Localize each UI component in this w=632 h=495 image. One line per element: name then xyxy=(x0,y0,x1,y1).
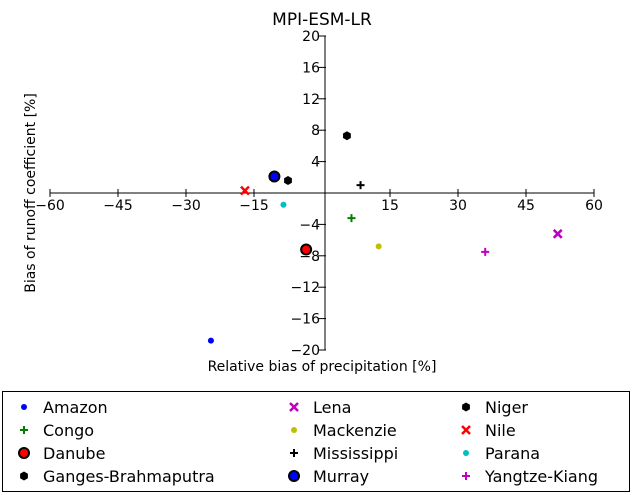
legend-label: Ganges-Brahmaputra xyxy=(43,466,215,486)
legend-label: Amazon xyxy=(43,397,108,417)
legend-marker xyxy=(289,402,299,412)
y-tick-label: 20 xyxy=(302,29,320,45)
legend-label: Danube xyxy=(43,443,106,463)
x-tick-label: −15 xyxy=(239,198,269,214)
legend: Amazon Congo Danube Ganges-Brahmaputra Lena M… xyxy=(2,391,630,492)
x-tick-label: −45 xyxy=(103,198,133,214)
scatter-chart: MPI-ESM-LR −60 −45 −30 −15 15 30 45 60 −20 −16 −12… xyxy=(23,10,603,375)
legend-item-parana: Parana xyxy=(453,442,540,464)
point-danube xyxy=(300,243,313,256)
legend-marker-icon xyxy=(290,449,298,457)
legend-marker-icon xyxy=(461,425,471,435)
y-tick-label: 12 xyxy=(302,92,320,108)
legend-item-lena: Lena xyxy=(281,396,351,418)
legend-marker xyxy=(288,470,300,482)
x-tick-label: 45 xyxy=(517,198,535,214)
point-parana xyxy=(280,201,287,208)
legend-marker xyxy=(21,404,27,410)
legend-label: Mackenzie xyxy=(313,420,397,440)
point-mississippi xyxy=(356,181,365,190)
y-tick-label: −16 xyxy=(290,312,320,328)
x-tick-label: 60 xyxy=(585,198,603,214)
point-lena xyxy=(552,228,563,239)
legend-label: Lena xyxy=(313,397,352,417)
x-tick-label: 15 xyxy=(381,198,399,214)
legend-marker-icon xyxy=(463,450,469,456)
legend-item-ganges-brahmaputra: Ganges-Brahmaputra xyxy=(11,465,215,487)
legend-marker xyxy=(462,472,470,480)
legend-marker xyxy=(291,427,297,433)
legend-marker xyxy=(290,449,298,457)
legend-item-nile: Nile xyxy=(453,419,516,441)
legend-marker xyxy=(20,426,28,434)
chart-title: MPI-ESM-LR xyxy=(272,10,372,30)
legend-marker xyxy=(18,447,30,459)
y-tick-label: 8 xyxy=(311,123,320,139)
point-nile xyxy=(240,185,250,196)
legend-marker-icon xyxy=(21,404,27,410)
legend-item-mississippi: Mississippi xyxy=(281,442,398,464)
legend-item-congo: Congo xyxy=(11,419,94,441)
legend-label: Congo xyxy=(43,420,95,440)
y-tick-label: −12 xyxy=(290,280,320,296)
legend-label: Murray xyxy=(313,466,370,486)
legend-item-murray: Murray xyxy=(281,465,369,487)
legend-label: Yangtze-Kiang xyxy=(485,466,598,486)
legend-label: Niger xyxy=(485,397,528,417)
y-tick-label: −20 xyxy=(290,343,320,359)
legend-marker-icon xyxy=(20,471,28,481)
y-axis-label: Bias of runoff coefficient [%] xyxy=(23,93,39,293)
y-tick-label: 4 xyxy=(311,155,320,171)
legend-marker-icon xyxy=(291,427,297,433)
legend-label: Parana xyxy=(485,443,541,463)
point-yangtze-kiang xyxy=(481,247,490,256)
legend-marker-icon xyxy=(18,447,30,459)
x-axis-label: Relative bias of precipitation [%] xyxy=(208,359,437,375)
legend-item-amazon: Amazon xyxy=(11,396,108,418)
legend-marker xyxy=(463,450,469,456)
legend-marker-icon xyxy=(462,472,470,480)
legend-item-yangtze-kiang: Yangtze-Kiang xyxy=(453,465,598,487)
legend-marker-icon xyxy=(288,470,300,482)
y-tick-label: −4 xyxy=(299,217,320,233)
point-murray xyxy=(268,170,281,183)
point-congo xyxy=(347,214,356,223)
legend-marker xyxy=(20,471,28,481)
legend-marker-icon xyxy=(289,402,299,412)
point-amazon xyxy=(207,337,214,344)
x-tick-label: 30 xyxy=(449,198,467,214)
legend-label: Nile xyxy=(485,420,516,440)
legend-item-niger: Niger xyxy=(453,396,528,418)
legend-marker xyxy=(462,402,470,412)
legend-item-danube: Danube xyxy=(11,442,105,464)
x-tick-label: −30 xyxy=(171,198,201,214)
legend-marker xyxy=(461,425,471,435)
y-tick-label: 16 xyxy=(302,60,320,76)
legend-item-mackenzie: Mackenzie xyxy=(281,419,397,441)
point-ganges-brahmaputra xyxy=(284,175,292,185)
point-niger xyxy=(343,131,351,141)
x-tick-label: −60 xyxy=(35,198,65,214)
legend-label: Mississippi xyxy=(313,443,399,463)
legend-marker-icon xyxy=(20,426,28,434)
legend-marker-icon xyxy=(462,402,470,412)
point-mackenzie xyxy=(375,243,382,250)
